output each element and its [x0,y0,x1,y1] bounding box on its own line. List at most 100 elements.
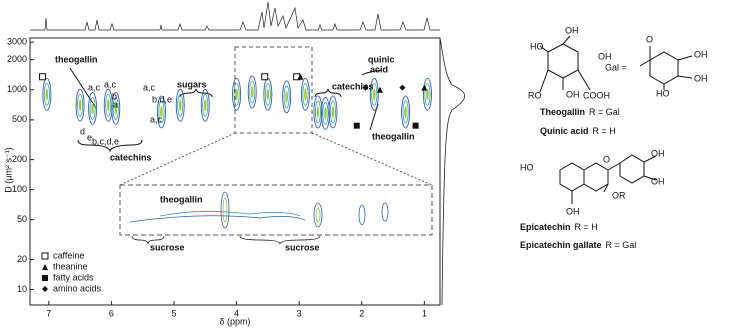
contour-level [372,88,376,101]
theogallin-structure [539,35,693,204]
legend-label: amino acids [53,283,102,293]
atom-label: OH [651,148,665,158]
atom-label: OH [566,206,580,216]
y-tick-label: 500 [12,114,27,124]
peak-contour [369,77,379,111]
marker [42,286,48,292]
annotation: b,c,d,e [92,136,119,146]
annotation: sucrose [285,242,320,252]
marker [39,73,47,81]
marker [362,84,369,91]
caption: Epicatechin gallate R = Gal [520,240,636,250]
legend-label: caffeine [53,250,84,260]
annotation: e [87,132,92,142]
y-tick-label: 10 [17,284,27,294]
contour-level [424,82,431,106]
annotation: a,c [150,114,163,124]
y-tick-label: 3000 [7,37,27,47]
contour-level [105,93,112,117]
peak-contour [328,95,338,129]
contour-level [304,88,307,101]
annotation: quinic [368,54,395,64]
peak-contour [247,75,257,109]
marker [261,73,269,81]
inset-contours [129,191,389,245]
marker [421,84,428,91]
peak-contour [88,92,98,125]
atom-label: HO [530,41,544,51]
contour-level [158,100,165,124]
contour-level [78,99,82,112]
annotation: b [112,91,117,101]
marker [41,252,49,260]
atom-label: OH [565,25,579,35]
y-tick-label: 2000 [7,54,27,64]
peak-contour [423,77,432,111]
annotation: a,c [143,82,156,92]
atom-label: OH [694,49,708,59]
annotation: a,c [88,82,101,92]
x-axis-label: δ (ppm) [219,316,250,326]
atom-label: OR [612,190,626,200]
atom-label: OH [694,73,708,83]
peak-contour [313,95,323,129]
contour-level [283,85,290,109]
atom-label: RO [528,90,542,100]
caption: Theogallin R = Gal [540,107,620,117]
x-tick-label: 3 [297,308,302,318]
contour-level [235,88,238,101]
atom-label: Gal = [605,62,627,72]
annotation: theogallin [55,54,98,64]
contour-level [203,99,207,112]
y-tick-label: 100 [12,184,27,194]
contour-level [426,88,429,101]
sugars-brace [179,88,213,98]
contour-level [331,105,335,118]
x-tick-label: 5 [171,308,176,318]
quinic-brace [361,69,383,76]
atom-label: OH [651,176,665,186]
contour-level [43,82,50,106]
contour-level [402,100,409,124]
y-tick-label: 50 [17,214,27,224]
caption: Epicatechin R = H [520,222,598,232]
marker [376,86,383,93]
contour-level [249,80,256,104]
peak-contour [321,96,330,130]
peak-contour [200,88,210,122]
compound-name: Theogallin [540,107,585,117]
inset [119,184,433,236]
compound-name: Epicatechin gallate [520,240,602,250]
contour-level [314,100,321,124]
annotation: a,c [104,79,117,89]
atom-label: COOH [583,90,610,100]
zoom-connector [119,132,236,186]
peak-contour [300,77,310,111]
marker [297,73,304,80]
catechins-brace [314,88,342,98]
contour-level [178,99,182,112]
contour-level [160,105,163,118]
annotation: b,d,e [152,94,172,104]
annotation: sucrose [150,242,185,252]
compound-name: Quinic acid [540,126,589,136]
annotation: sugars [177,79,207,89]
plot-frame [29,37,441,306]
peak-contour [157,95,166,129]
contour-level [114,102,118,115]
atom-label: O [603,154,610,164]
legend-label: theanine [53,261,88,271]
peak-contour [111,92,121,125]
annotation: theogallin [372,131,415,141]
x-tick-label: 1 [422,308,427,318]
legend-label: fatty acids [53,272,94,282]
y-tick-label: 20 [17,254,27,264]
zoom-connector [311,132,433,186]
marker [42,275,48,281]
contour-level [91,102,94,115]
zoom-region [234,46,313,134]
x-tick-label: 2 [359,308,364,318]
y-tick-label: 200 [12,154,27,164]
top-spectrum [30,1,440,31]
